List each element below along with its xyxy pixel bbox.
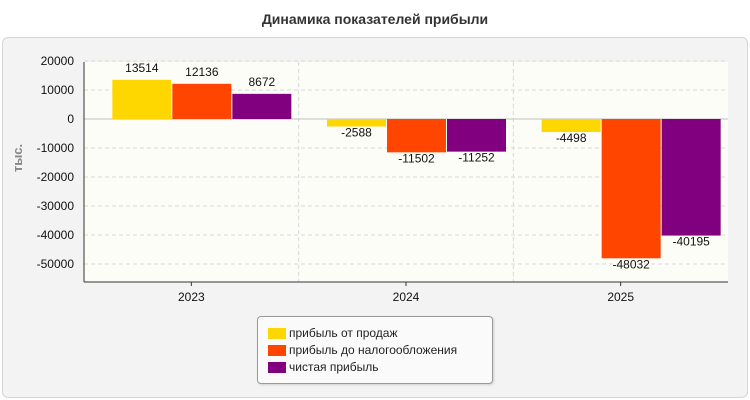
x-tick-label: 2023 bbox=[178, 290, 205, 304]
x-tick-label: 2024 bbox=[393, 290, 420, 304]
x-tick-label: 2025 bbox=[607, 290, 634, 304]
legend-label-net-profit: чистая прибыль bbox=[289, 360, 379, 374]
bar bbox=[447, 119, 506, 152]
y-tick-label: -30000 bbox=[37, 199, 75, 213]
bar bbox=[112, 79, 172, 119]
y-tick-label: -20000 bbox=[37, 170, 75, 184]
bar bbox=[172, 83, 232, 119]
legend-item-net-profit: чистая прибыль bbox=[268, 359, 378, 375]
legend-item-pretax-profit: прибыль до налогообложения bbox=[268, 342, 457, 358]
bar bbox=[327, 119, 386, 127]
legend-label-sales-profit: прибыль от продаж bbox=[289, 326, 398, 340]
bar bbox=[601, 119, 661, 259]
legend-item-sales-profit: прибыль от продаж bbox=[268, 325, 398, 341]
legend-label-pretax-profit: прибыль до налогообложения bbox=[289, 343, 458, 357]
chart-title: Динамика показателей прибыли bbox=[261, 11, 489, 27]
data-label: 12136 bbox=[185, 65, 219, 79]
data-label: -48032 bbox=[612, 257, 650, 271]
y-tick-label: -10000 bbox=[37, 141, 75, 155]
bar bbox=[661, 119, 721, 236]
y-tick-label: 20000 bbox=[41, 54, 75, 68]
data-label: -40195 bbox=[672, 235, 710, 249]
legend-swatch-sales-profit bbox=[268, 327, 286, 339]
data-label: -11252 bbox=[458, 151, 495, 165]
y-axis-label: тыс. bbox=[10, 144, 25, 172]
bar bbox=[541, 119, 601, 133]
data-label: -4498 bbox=[556, 131, 587, 145]
legend-swatch-net-profit bbox=[268, 361, 286, 373]
data-label: -2588 bbox=[341, 126, 372, 140]
y-tick-label: -40000 bbox=[37, 228, 75, 242]
data-label: 8672 bbox=[248, 75, 275, 89]
bar bbox=[387, 119, 446, 153]
bar bbox=[232, 93, 292, 119]
y-tick-label: 0 bbox=[67, 112, 74, 126]
data-label: -11502 bbox=[398, 151, 435, 165]
data-label: 13514 bbox=[125, 61, 159, 75]
legend: прибыль от продаж прибыль до налогооблож… bbox=[257, 316, 493, 384]
y-tick-label: 10000 bbox=[41, 83, 75, 97]
y-tick-label: -50000 bbox=[37, 257, 75, 271]
legend-swatch-pretax-profit bbox=[268, 344, 286, 356]
